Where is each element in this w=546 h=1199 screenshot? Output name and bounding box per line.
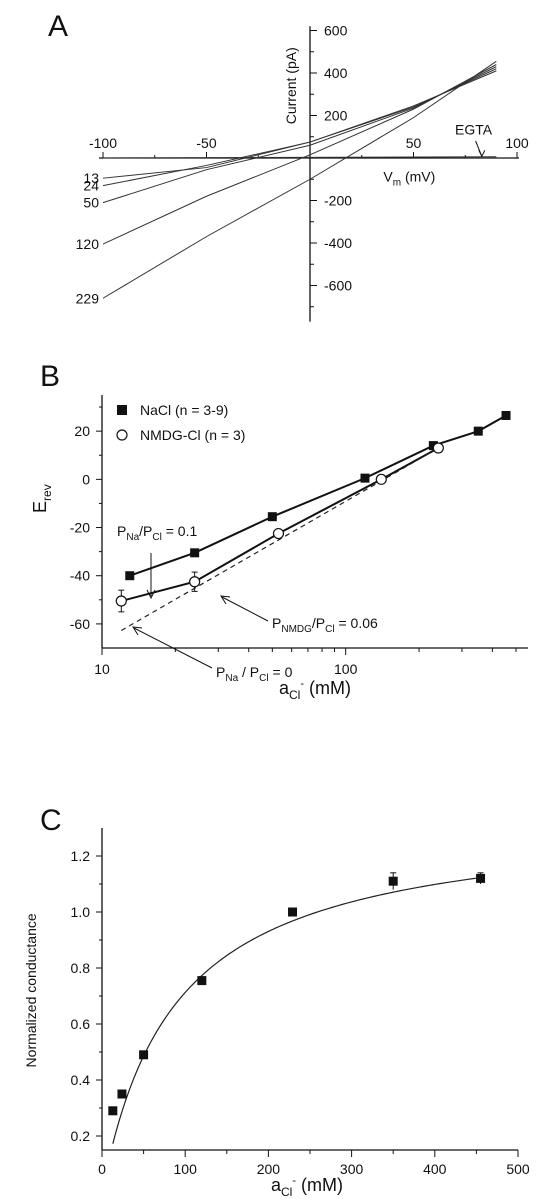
egta-arrowhead [478,150,486,158]
annotation-arrowhead-0 [132,626,143,636]
x-axis-label: aCl- (mM) [279,678,351,702]
conductance-point [288,907,298,917]
annotation-arrowhead-006 [220,595,231,605]
trace-label-24: 24 [83,178,99,194]
annotation-pna-pcl-0: PNa / PCl = 0 [216,664,293,684]
x-tick-label: 300 [340,1161,364,1177]
x-axis-label: Vm (mV) [383,168,435,188]
y-tick-label: -20 [70,520,90,536]
nacl-point [190,548,200,558]
panel-b-reversal-potential-plot: 10 100 20 0 -20 -40 -60 Erev aCl- (mM) NaCl (n = … [30,395,528,702]
panel-a-current-voltage-plot: -100 -50 50 100 600 400 200 -200 -400 -600 Current… [76,23,529,322]
y-tick-label: -600 [324,278,352,294]
x-tick-label: 500 [506,1161,530,1177]
conductance-point [476,873,486,883]
conductance-point [388,876,398,886]
trace-label-50: 50 [83,195,99,211]
trace-label-229: 229 [76,290,100,306]
y-tick-label: 0.4 [71,1072,91,1088]
panel-c-conductance-plot: 0 100 200 300 400 500 0.2 0.4 0.6 0.8 1.0 1.2 Normal… [23,828,530,1199]
annotation-pna-pcl-01: PNa/PCl = 0.1 [117,523,197,543]
nernst-dashed-line [120,447,439,631]
iv-trace-egta [102,156,497,159]
nacl-point [125,571,135,581]
y-tick-label: -200 [324,193,352,209]
x-axis-label: aCl- (mM) [271,1175,343,1199]
trace-label-120: 120 [76,236,100,252]
conductance-point [139,1050,149,1060]
x-tick-label: 100 [174,1161,198,1177]
x-tick-label: 100 [334,661,358,677]
annotation-arrow-006 [221,596,269,622]
nmdg-point [189,576,201,588]
annotation-arrowhead-01 [146,589,156,600]
conductance-point [197,976,207,986]
legend-nmdg-label: NMDG-Cl (n = 3) [140,427,245,443]
y-tick-label: 400 [324,65,348,81]
nacl-point [360,473,370,483]
y-tick-label: 1.0 [71,904,91,920]
conductance-point [117,1089,127,1099]
nmdg-point [272,527,285,540]
panel-letter-a: A [48,10,68,43]
y-tick-label: 0.6 [71,1016,91,1032]
trace-label-13: 13 [83,170,99,186]
iv-trace-120 [102,64,497,245]
panel-letter-b: B [40,360,60,393]
y-tick-label: 1.2 [71,848,91,864]
x-tick-label: -100 [89,135,117,151]
y-tick-label: 0.2 [71,1128,91,1144]
egta-annotation: EGTA [455,122,493,138]
iv-trace-229 [102,60,497,299]
legend-nacl-label: NaCl (n = 3-9) [140,402,228,418]
y-tick-label: 0.8 [71,960,91,976]
x-tick-label: -50 [196,135,216,151]
legend-nacl-marker [117,405,127,415]
nmdg-point [432,442,444,454]
panel-letter-c: C [40,804,62,837]
y-tick-label: 0 [82,471,90,487]
nmdg-point [115,595,127,607]
iv-trace-24 [102,68,497,187]
x-tick-label: 100 [505,135,529,151]
y-tick-label: 20 [74,423,90,439]
x-tick-label: 400 [423,1161,447,1177]
y-tick-label: 600 [324,23,348,39]
x-tick-label: 0 [98,1161,106,1177]
x-tick-label: 200 [257,1161,281,1177]
nacl-point [501,410,511,420]
y-axis-label: Current (pA) [283,47,299,124]
nacl-point [473,426,483,436]
iv-trace-13 [102,70,497,179]
nacl-point [267,512,277,522]
iv-trace-50 [102,66,497,204]
legend-nmdg-marker [116,429,128,441]
y-tick-label: 200 [324,108,348,124]
michaelis-menten-fit-curve [112,877,481,1144]
conductance-point [108,1106,118,1116]
annotation-pnmdg-pcl-006: PNMDG/PCl = 0.06 [272,615,378,635]
y-axis-label: Erev [30,484,54,513]
y-tick-label: -60 [70,616,90,632]
nmdg-point [375,473,387,485]
y-tick-label: -400 [324,235,352,251]
y-tick-label: -40 [70,568,90,584]
annotation-arrow-0 [133,627,213,669]
y-axis-label: Normalized conductance [23,913,39,1067]
x-tick-label: 10 [94,661,110,677]
x-tick-label: 50 [406,135,422,151]
